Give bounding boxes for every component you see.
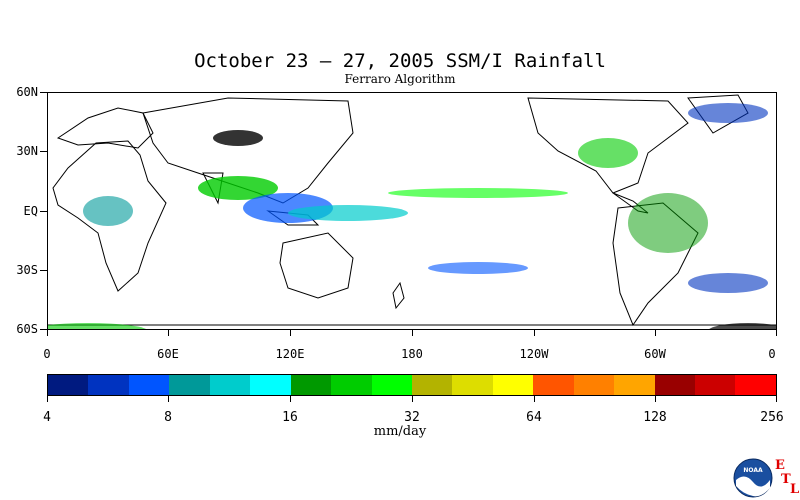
rain-cluster <box>48 323 147 329</box>
lon-tick <box>47 330 48 336</box>
colorbar-tick <box>47 396 48 402</box>
etl-letter-e: E <box>775 458 785 473</box>
colorbar-swatch <box>695 375 736 395</box>
lon-tick <box>168 330 169 336</box>
lat-tick <box>40 329 47 330</box>
lat-label-eq: EQ <box>23 204 38 218</box>
colorbar-units: mm/day <box>373 424 427 439</box>
colorbar <box>47 374 777 396</box>
colorbar-swatch <box>290 375 332 395</box>
colorbar-label-256: 256 <box>760 410 784 425</box>
colorbar-swatch <box>452 375 493 395</box>
lon-tick <box>534 330 535 336</box>
colorbar-label-4: 4 <box>43 410 51 425</box>
colorbar-label-64: 64 <box>526 410 542 425</box>
rain-cluster <box>83 196 133 226</box>
lon-tick <box>412 330 413 336</box>
etl-letter-l: L <box>790 482 800 497</box>
colorbar-label-32: 32 <box>404 410 420 425</box>
colorbar-tick <box>412 396 413 402</box>
lat-tick <box>40 92 47 93</box>
colorbar-tick <box>290 396 291 402</box>
colorbar-label-8: 8 <box>164 410 172 425</box>
colorbar-swatch <box>250 375 291 395</box>
colorbar-swatch <box>331 375 372 395</box>
rain-cluster <box>578 138 638 168</box>
lat-label-60s: 60S <box>16 322 38 336</box>
colorbar-swatch <box>48 375 89 395</box>
colorbar-swatch <box>533 375 574 395</box>
colorbar-swatch <box>614 375 655 395</box>
colorbar-swatch <box>735 375 776 395</box>
colorbar-swatch <box>573 375 615 395</box>
lon-label-60e: 60E <box>157 347 179 361</box>
lon-label-180: 180 <box>401 347 423 361</box>
rain-cluster <box>628 193 708 253</box>
rain-cluster <box>709 323 776 329</box>
lon-label-120w: 120W <box>519 347 549 361</box>
rain-cluster <box>388 188 568 198</box>
lon-tick <box>655 330 656 336</box>
rainfall-map-svg <box>48 94 776 329</box>
lon-label-60w: 60W <box>644 347 666 361</box>
noaa-logo-text: NOAA <box>743 467 763 474</box>
lat-label-30s: 30S <box>16 263 38 277</box>
lat-label-60n: 60N <box>16 85 38 99</box>
colorbar-label-16: 16 <box>282 410 298 425</box>
colorbar-tick <box>534 396 535 402</box>
lat-tick <box>40 211 47 212</box>
etl-letter-t: T <box>781 472 791 487</box>
colorbar-label-128: 128 <box>643 410 667 425</box>
colorbar-swatch <box>88 375 129 395</box>
lon-tick <box>776 330 777 336</box>
rain-cluster <box>688 103 768 123</box>
rain-cluster <box>688 273 768 293</box>
rain-cluster <box>198 176 278 200</box>
colorbar-swatch <box>411 375 453 395</box>
colorbar-tick <box>168 396 169 402</box>
map-title: October 23 – 27, 2005 SSM/I Rainfall <box>194 50 606 72</box>
lat-label-30n: 30N <box>16 144 38 158</box>
lon-label-0-east: 0 <box>768 347 776 361</box>
rain-cluster <box>428 262 528 274</box>
lon-tick <box>290 330 291 336</box>
colorbar-tick <box>776 396 777 402</box>
colorbar-swatch <box>492 375 534 395</box>
lat-tick <box>40 151 47 152</box>
colorbar-swatch <box>128 375 170 395</box>
lon-label-0: 0 <box>43 347 51 361</box>
rain-cluster <box>288 205 408 221</box>
noaa-logo: NOAA <box>733 458 773 498</box>
colorbar-swatch <box>371 375 412 395</box>
colorbar-tick <box>655 396 656 402</box>
lat-tick <box>40 270 47 271</box>
colorbar-swatch <box>654 375 695 395</box>
map-subtitle: Ferraro Algorithm <box>344 72 456 86</box>
lon-label-120e: 120E <box>275 347 305 361</box>
colorbar-swatch <box>169 375 210 395</box>
colorbar-swatch <box>209 375 251 395</box>
rain-cluster <box>213 130 263 146</box>
rain-clusters <box>48 103 776 329</box>
rainfall-map <box>47 92 777 330</box>
